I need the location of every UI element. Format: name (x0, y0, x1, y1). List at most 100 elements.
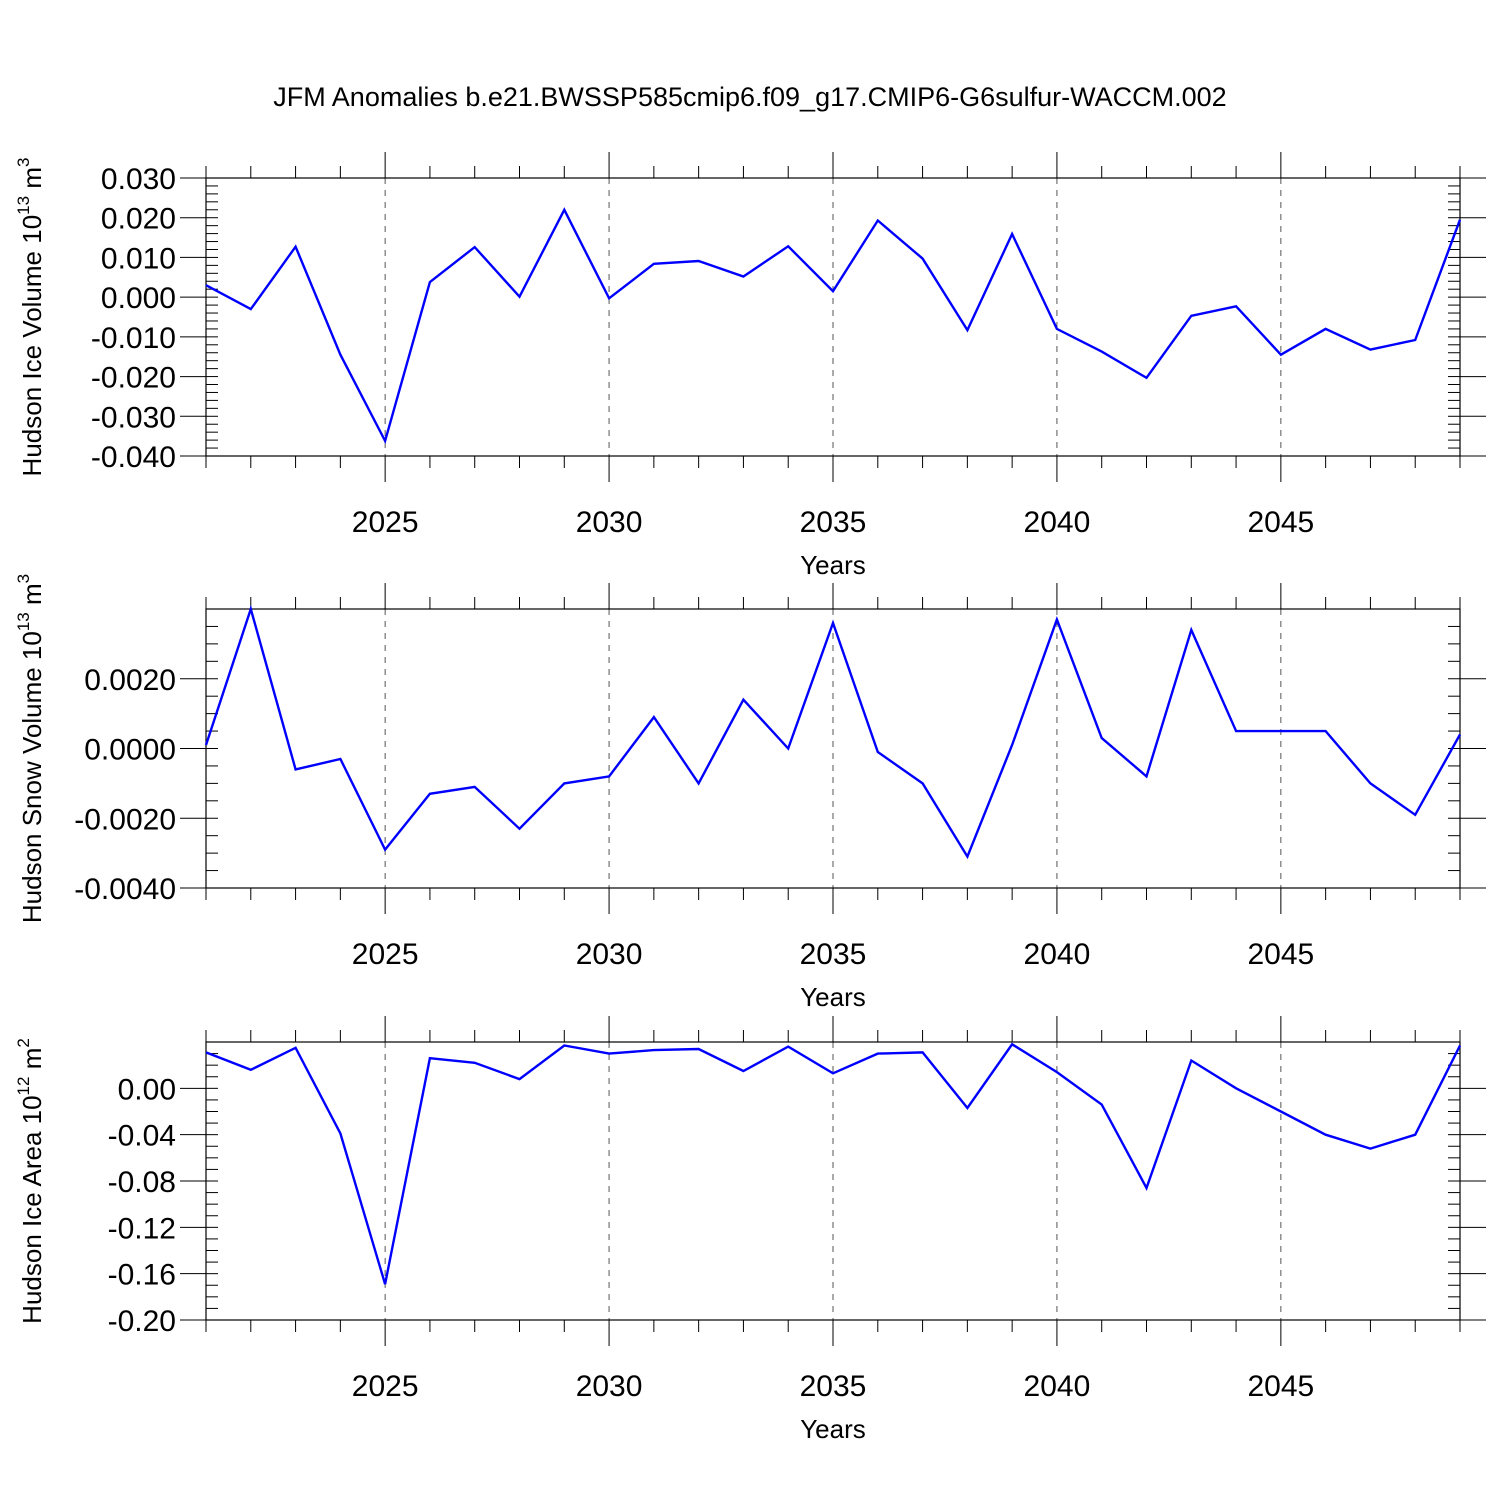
x-axis-label: Years (800, 1414, 866, 1444)
data-point-2027 (473, 245, 477, 249)
data-point-2024 (338, 757, 342, 761)
x-tick-label: 2045 (1247, 506, 1314, 539)
x-tick-label: 2030 (576, 1370, 643, 1403)
data-point-2025 (383, 848, 387, 852)
data-point-2048 (1413, 338, 1417, 342)
y-axis-label-unit-power: 2 (14, 1038, 33, 1047)
data-point-2040 (1055, 1070, 1059, 1074)
y-tick-label: 0.00 (118, 1073, 176, 1106)
y-axis-label-exponent: 12 (14, 1077, 33, 1096)
data-point-2036 (876, 218, 880, 222)
data-point-2042 (1145, 1186, 1149, 1190)
data-point-2023 (294, 1046, 298, 1050)
y-axis-label-main: Hudson Snow Volume 10 (17, 631, 47, 923)
data-point-2043 (1189, 1059, 1193, 1063)
y-tick-label: 0.000 (101, 282, 176, 315)
data-point-2047 (1368, 781, 1372, 785)
data-point-2037 (921, 1050, 925, 1054)
data-point-2036 (876, 1052, 880, 1056)
x-tick-label: 2040 (1024, 506, 1091, 539)
series-line (205, 1042, 1462, 1285)
y-tick-label: -0.04 (108, 1120, 176, 1153)
data-point-2045 (1279, 353, 1283, 357)
y-axis-label-unit: m (17, 167, 47, 196)
data-point-2021 (204, 743, 208, 747)
y-axis-label-exponent: 13 (14, 612, 33, 631)
data-point-2035 (831, 1071, 835, 1075)
y-tick-label: -0.030 (91, 401, 176, 434)
data-point-2030 (607, 296, 611, 300)
data-point-2024 (338, 353, 342, 357)
y-axis-label-main: Hudson Ice Volume 10 (17, 215, 47, 477)
data-point-2021 (204, 283, 208, 287)
y-tick-label: -0.16 (108, 1259, 176, 1292)
data-point-2030 (607, 1052, 611, 1056)
data-point-2026 (428, 792, 432, 796)
x-tick-label: 2035 (800, 1370, 867, 1403)
data-point-2031 (652, 1048, 656, 1052)
data-point-2022 (249, 1068, 253, 1072)
x-tick-label: 2045 (1247, 938, 1314, 971)
data-point-2041 (1100, 736, 1104, 740)
data-point-2028 (518, 827, 522, 831)
data-point-2034 (786, 1045, 790, 1049)
data-point-2021 (204, 1050, 208, 1054)
data-point-2038 (965, 328, 969, 332)
x-tick-label: 2045 (1247, 1370, 1314, 1403)
y-axis-label-unit-power: 3 (14, 158, 33, 167)
data-point-2030 (607, 774, 611, 778)
data-point-2048 (1413, 813, 1417, 817)
data-point-2038 (965, 855, 969, 859)
data-point-2037 (921, 257, 925, 261)
y-axis-label: Hudson Ice Area 1012 m2 (14, 1038, 47, 1324)
data-point-2045 (1279, 729, 1283, 733)
y-tick-label: 0.030 (101, 163, 176, 196)
data-point-2033 (741, 698, 745, 702)
data-point-2049 (1458, 733, 1462, 737)
series-line (205, 207, 1462, 445)
x-tick-label: 2030 (576, 938, 643, 971)
data-point-2034 (786, 244, 790, 248)
y-axis-label-unit: m (17, 583, 47, 612)
data-point-2036 (876, 750, 880, 754)
data-point-2032 (697, 781, 701, 785)
panel-3: 0.00 -0.04 -0.08 -0.12 -0.16 -0.20 2025 2030 203… (14, 1016, 1486, 1444)
data-point-2039 (1010, 232, 1014, 236)
data-point-2040 (1055, 617, 1059, 621)
data-point-2033 (741, 274, 745, 278)
y-axis-label: Hudson Snow Volume 1013 m3 (14, 574, 47, 923)
y-tick-label: 0.0020 (84, 664, 176, 697)
y-tick-label: -0.12 (108, 1212, 176, 1245)
data-point-2037 (921, 781, 925, 785)
data-point-2049 (1458, 218, 1462, 222)
data-point-2027 (473, 1061, 477, 1065)
y-axis-label-exponent: 13 (14, 196, 33, 215)
data-point-2039 (1010, 1042, 1014, 1046)
data-point-2035 (831, 621, 835, 625)
data-point-2028 (518, 295, 522, 299)
data-point-2042 (1145, 376, 1149, 380)
y-tick-label: 0.0000 (84, 734, 176, 767)
data-point-2025 (383, 1282, 387, 1286)
data-point-2043 (1189, 314, 1193, 318)
data-point-2024 (338, 1132, 342, 1136)
data-point-2031 (652, 262, 656, 266)
data-point-2023 (294, 245, 298, 249)
y-tick-label: -0.010 (91, 322, 176, 355)
y-tick-label: -0.0020 (74, 803, 176, 836)
data-point-2025 (383, 439, 387, 443)
y-axis-label: Hudson Ice Volume 1013 m3 (14, 158, 47, 477)
y-tick-label: -0.08 (108, 1166, 176, 1199)
panel-1: 0.030 0.020 0.010 0.000 -0.010 -0.020 -0.030 -0… (14, 152, 1486, 580)
y-tick-label: 0.020 (101, 203, 176, 236)
data-point-2022 (249, 307, 253, 311)
data-point-2046 (1324, 729, 1328, 733)
data-point-2045 (1279, 1110, 1283, 1114)
y-tick-label: -0.0040 (74, 873, 176, 906)
data-point-2035 (831, 289, 835, 293)
data-point-2047 (1368, 1147, 1372, 1151)
y-tick-label: -0.040 (91, 441, 176, 474)
data-point-2027 (473, 785, 477, 789)
data-point-2046 (1324, 327, 1328, 331)
